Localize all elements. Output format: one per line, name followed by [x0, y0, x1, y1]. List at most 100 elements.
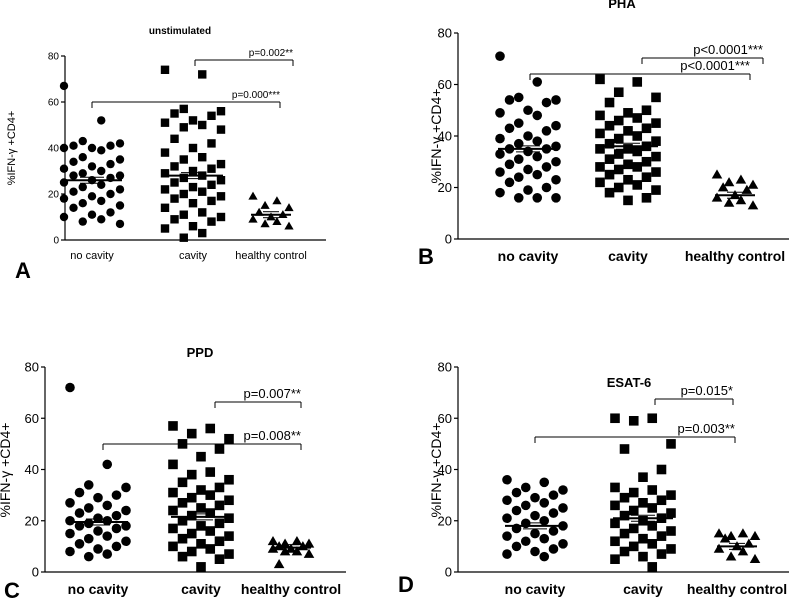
data-point: [548, 490, 559, 500]
data-point: [69, 157, 78, 166]
panel-label: A: [15, 258, 31, 283]
data-point: [196, 503, 206, 513]
data-point: [532, 193, 543, 203]
x-category-label: healthy control: [685, 248, 785, 264]
data-point: [111, 523, 122, 534]
data-point: [711, 192, 723, 202]
data-point: [78, 217, 87, 226]
panel-label: D: [398, 572, 414, 597]
data-point: [273, 559, 285, 569]
data-point: [106, 159, 115, 169]
data-point: [111, 541, 122, 552]
data-point: [207, 180, 216, 189]
x-category-label: no cavity: [505, 581, 566, 597]
data-point: [595, 177, 605, 188]
data-point: [59, 143, 69, 153]
data-point: [303, 548, 315, 558]
data-point: [632, 113, 643, 123]
data-point: [513, 193, 524, 203]
data-point: [188, 116, 198, 125]
data-point: [59, 212, 69, 222]
data-point: [216, 159, 226, 169]
data-point: [214, 536, 225, 547]
data-point: [623, 174, 633, 185]
data-point: [541, 162, 552, 172]
p-value-annotation: p=0.003**: [678, 421, 735, 436]
x-category-label: no cavity: [68, 581, 129, 597]
data-point: [613, 182, 624, 193]
data-point: [613, 164, 624, 175]
data-point: [87, 162, 97, 171]
data-point: [628, 523, 639, 534]
data-point: [532, 110, 543, 121]
p-value-annotation: p=0.000***: [232, 90, 280, 101]
y-tick-label: 80: [25, 360, 39, 375]
data-point: [504, 123, 515, 134]
data-point: [610, 413, 620, 424]
data-point: [177, 515, 188, 526]
data-point: [747, 200, 759, 210]
data-point: [205, 467, 216, 477]
data-point: [59, 194, 69, 203]
data-point: [632, 180, 643, 190]
data-point: [93, 544, 103, 554]
data-point: [78, 199, 87, 208]
y-tick-label: 0: [32, 565, 39, 580]
data-point: [188, 199, 198, 208]
data-point: [186, 510, 197, 521]
p-value-annotation: p=0.007**: [244, 386, 301, 401]
data-point: [532, 77, 543, 87]
data-point: [266, 212, 276, 221]
data-point: [216, 176, 226, 185]
data-point: [102, 549, 113, 559]
data-point: [723, 197, 735, 207]
data-point: [641, 172, 652, 182]
data-point: [188, 143, 198, 153]
y-tick-label: 20: [438, 513, 452, 528]
data-point: [160, 169, 170, 178]
data-point: [656, 464, 667, 475]
data-point: [551, 193, 561, 203]
panel-A: 0 20 40 60 80 %IFN-γ +CD4+ unstimulated Ano cav…: [6, 26, 326, 283]
data-point: [604, 154, 615, 164]
data-point: [160, 185, 170, 194]
data-point: [160, 118, 170, 127]
data-point: [65, 382, 75, 393]
data-point: [551, 120, 561, 131]
y-tick-label: 60: [25, 411, 39, 426]
data-point: [641, 193, 652, 203]
data-point: [65, 528, 75, 539]
data-point: [532, 136, 543, 146]
data-point: [69, 171, 78, 180]
data-point: [121, 536, 131, 547]
data-point: [207, 139, 216, 148]
data-point: [619, 528, 630, 539]
data-point: [719, 533, 731, 543]
data-point: [513, 154, 524, 164]
data-point: [511, 487, 522, 498]
data-point: [272, 196, 282, 205]
data-point: [604, 169, 615, 180]
y-tick-label: 80: [438, 26, 452, 41]
data-point: [495, 187, 505, 198]
data-point: [224, 433, 234, 444]
data-point: [168, 421, 178, 431]
data-point: [666, 439, 676, 449]
data-point: [530, 546, 540, 557]
data-point: [520, 500, 531, 511]
data-point: [78, 169, 87, 178]
data-point: [551, 174, 561, 185]
data-point: [647, 413, 658, 424]
data-point: [214, 500, 225, 511]
data-point: [741, 184, 753, 194]
data-point: [188, 166, 198, 176]
data-point: [595, 128, 605, 139]
data-point: [106, 189, 115, 199]
y-tick-label: 0: [445, 565, 452, 580]
data-point: [196, 485, 206, 495]
p-value-annotation: p=0.008**: [244, 428, 301, 443]
data-point: [111, 510, 122, 521]
y-axis-label: %IFN-γ +CD4+: [428, 423, 444, 518]
data-point: [541, 97, 552, 108]
data-point: [713, 543, 725, 553]
